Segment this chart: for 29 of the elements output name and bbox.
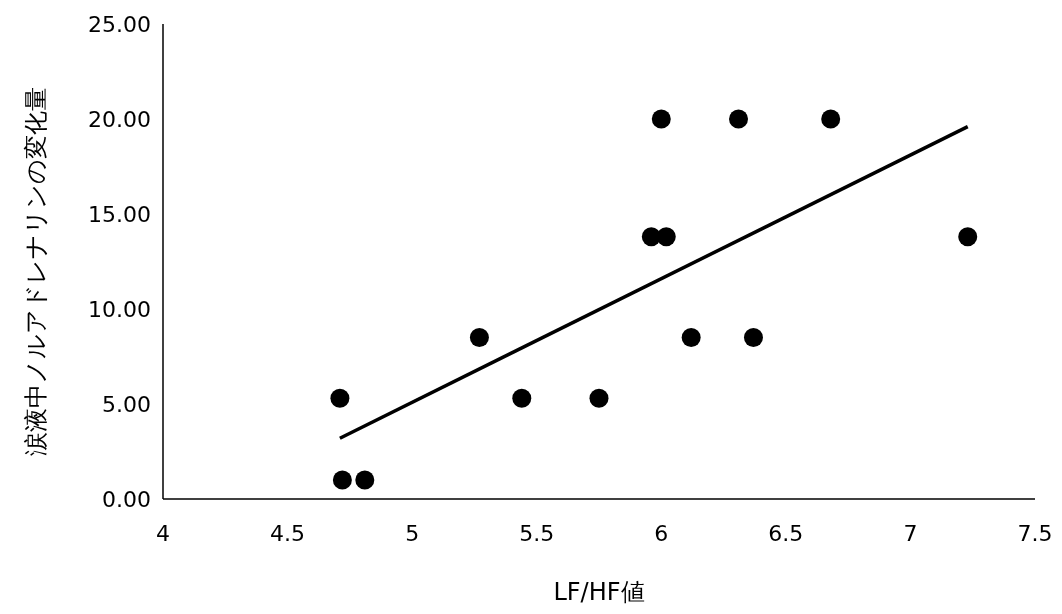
x-tick-label: 6 (654, 521, 669, 546)
x-tick-label: 7 (903, 521, 918, 546)
point (512, 388, 532, 408)
y-tick-label: 0.00 (102, 487, 151, 512)
point (589, 388, 609, 408)
x-tick-label: 4 (156, 521, 170, 546)
point (355, 470, 375, 490)
y-axis-title: 涙液中ノルアドレナリンの変化量 (22, 87, 50, 456)
point (681, 328, 701, 347)
point (469, 328, 489, 347)
y-tick-label: 20.00 (88, 107, 151, 132)
point (332, 470, 352, 490)
point (656, 227, 676, 247)
x-tick-label: 7.5 (1017, 521, 1053, 546)
y-tick-label: 25.00 (88, 12, 151, 37)
x-tick-label: 4.5 (270, 521, 306, 546)
x-axis-title: LF/HF値 (553, 578, 645, 606)
point (821, 109, 841, 129)
point (958, 227, 978, 247)
point (743, 328, 763, 347)
point (729, 109, 749, 129)
y-tick-label: 15.00 (88, 202, 151, 227)
y-tick-label: 10.00 (88, 297, 151, 322)
x-tick-label: 6.5 (768, 521, 804, 546)
point (651, 109, 671, 129)
y-tick-label: 5.00 (102, 392, 151, 417)
x-tick-label: 5.5 (519, 521, 555, 546)
x-tick-label: 5 (405, 521, 420, 546)
point (330, 388, 350, 408)
